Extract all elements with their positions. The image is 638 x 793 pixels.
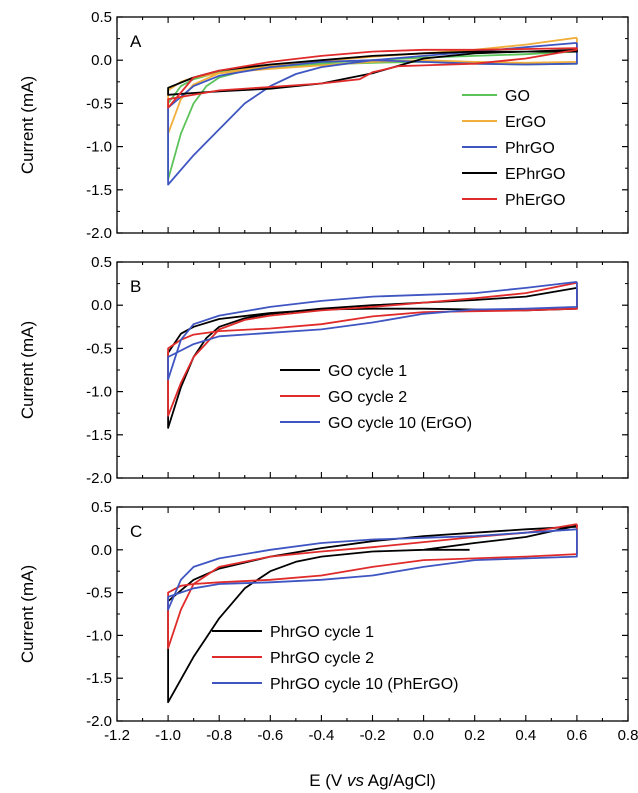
panel-letter: B	[130, 277, 141, 296]
y-tick-label: -0.5	[86, 585, 112, 602]
series-line-c-1	[167, 523, 578, 650]
x-tick-label: -1.2	[104, 727, 130, 744]
x-tick-label: 0.6	[566, 727, 587, 744]
series-line-c-2	[167, 528, 578, 611]
y-tick-label: 0.5	[91, 254, 112, 271]
x-tick-label: 0.8	[618, 727, 638, 744]
y-tick-label: -1.0	[86, 139, 112, 156]
y-tick-label: -1.5	[86, 670, 112, 687]
y-tick-label: 0.5	[91, 9, 112, 26]
series-line-a-3	[167, 48, 578, 96]
y-tick-label: 0.0	[91, 542, 112, 559]
y-tick-label: -1.5	[86, 182, 112, 199]
x-tick-label: -0.8	[206, 727, 232, 744]
panel-letter: A	[130, 32, 142, 51]
legend-label: GO	[505, 88, 530, 105]
y-tick-label: -0.5	[86, 95, 112, 112]
legend-label: PhrGO cycle 1	[270, 624, 374, 641]
legend-label: ErGO	[505, 114, 546, 131]
y-tick-label: -1.0	[86, 627, 112, 644]
legend-label: EPhrGO	[505, 166, 565, 183]
y-tick-label: 0.0	[91, 52, 112, 69]
y-tick-label: 0.0	[91, 297, 112, 314]
y-tick-label: -1.5	[86, 427, 112, 444]
legend-label: GO cycle 2	[328, 389, 407, 406]
y-axis-title: Current (mA)	[18, 321, 37, 419]
legend-label: PhrGO	[505, 140, 555, 157]
series-line-a-2	[167, 42, 578, 186]
y-axis-title: Current (mA)	[18, 76, 37, 174]
x-axis-title: E (V vs Ag/AgCl)	[309, 771, 436, 790]
legend-label: GO cycle 1	[328, 363, 407, 380]
legend-label: PhrGO cycle 2	[270, 650, 374, 667]
legend-label: GO cycle 10 (ErGO)	[328, 415, 472, 432]
x-tick-label: -0.4	[308, 727, 334, 744]
series-line-b-0	[167, 287, 578, 429]
legend-label: PhErGO	[505, 192, 565, 209]
y-axis-title: Current (mA)	[18, 565, 37, 663]
panel-c: 0.5 0.0 -0.5 -1.0 -1.5 -2.0-1.2 -1.0 -0.8 -0.6 -0…	[18, 499, 638, 790]
x-tick-label: -1.0	[155, 727, 181, 744]
panel-letter: C	[130, 522, 142, 541]
series-line-b-2	[167, 281, 578, 381]
y-tick-label: -2.0	[86, 225, 112, 242]
y-tick-label: -2.0	[86, 470, 112, 487]
series-line-b-1	[167, 281, 578, 417]
y-tick-label: -0.5	[86, 340, 112, 357]
panel-b: 0.5 0.0 -0.5 -1.0 -1.5 -2.0 Current (mA) B GO cy…	[18, 254, 629, 487]
y-tick-label: -1.0	[86, 384, 112, 401]
x-tick-label: 0.4	[515, 727, 536, 744]
panel-a: 0.5 0.0 -0.5 -1.0 -1.5 -2.0 Current (mA) A GO ErG…	[18, 9, 629, 242]
x-tick-label: 0.0	[413, 727, 434, 744]
legend-label: PhrGO cycle 10 (PhErGO)	[270, 676, 459, 693]
x-tick-label: 0.2	[464, 727, 485, 744]
x-tick-label: -0.6	[257, 727, 283, 744]
y-tick-label: -2.0	[86, 713, 112, 730]
x-tick-label: -0.2	[360, 727, 386, 744]
y-tick-label: 0.5	[91, 499, 112, 516]
series-line-a-4	[167, 47, 578, 109]
